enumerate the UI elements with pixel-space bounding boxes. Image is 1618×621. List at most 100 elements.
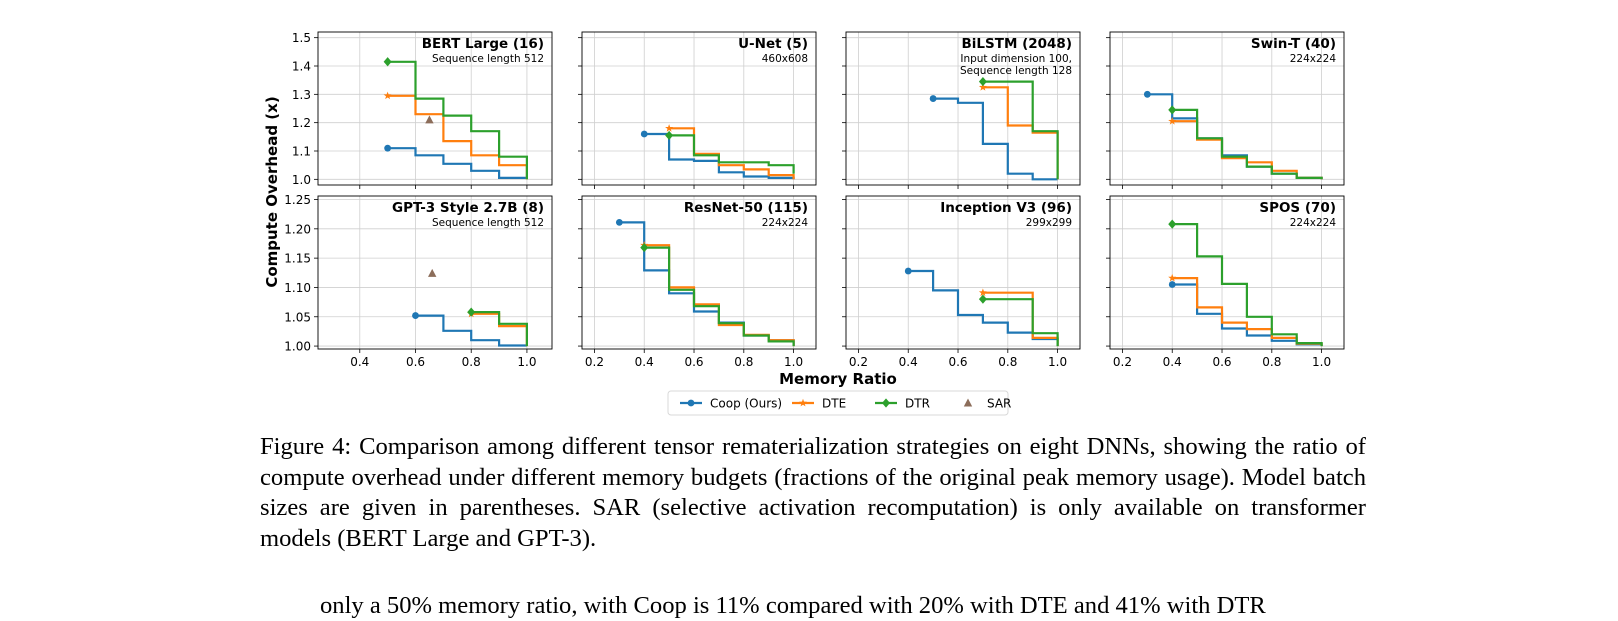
legend-label: SAR — [987, 397, 1011, 411]
subplot-title: SPOS (70) — [1259, 200, 1336, 216]
legend: Coop (Ours) DTE DTR SAR — [667, 390, 1011, 416]
point-dte — [383, 91, 392, 100]
subplot-5: 0.4 0.6 0.8 1.0 1.00 1.05 1.10 1.15 1.20 1.25 GPT-… — [284, 193, 553, 369]
series-line-dtr — [1172, 223, 1323, 347]
subplot-subtitle: Input dimension 100, — [960, 53, 1072, 65]
point-dte — [978, 288, 987, 297]
subplot-title: U-Net (5) — [738, 36, 808, 52]
subplot-subtitle: Sequence length 512 — [432, 217, 544, 229]
point-coop-ours — [904, 267, 912, 275]
legend-marker-dtr — [882, 398, 890, 408]
y-tick-label: 1.00 — [284, 340, 311, 354]
axes-frame — [581, 195, 817, 350]
legend-label: DTR — [905, 397, 930, 411]
axes-frame — [845, 31, 1081, 186]
x-tick-label: 0.8 — [1262, 355, 1281, 369]
plot-area — [846, 32, 1080, 185]
axes-frame — [317, 31, 553, 186]
y-tick-label: 1.1 — [292, 145, 311, 159]
x-tick-label: 0.4 — [350, 355, 369, 369]
x-axis-label: Memory Ratio — [779, 370, 897, 388]
y-axis-label: Compute Overhead (x) — [263, 96, 281, 287]
figure-caption: Figure 4: Comparison among different ten… — [260, 432, 1366, 554]
subplot-subtitle: 224x224 — [762, 217, 809, 229]
x-tick-label: 1.0 — [784, 355, 803, 369]
subplot-subtitle: 224x224 — [1290, 53, 1337, 65]
x-tick-label: 0.2 — [1113, 355, 1132, 369]
figure-4: 1.0 1.1 1.2 1.3 1.4 1.5 BERT Large (16) Sequenc… — [263, 31, 1345, 416]
point-coop-ours — [615, 218, 623, 226]
plot-area — [318, 32, 552, 185]
series-line-dtr — [471, 311, 528, 347]
subplot-3: BiLSTM (2048)Input dimension 100,Sequenc… — [842, 31, 1081, 189]
y-tick-label: 1.5 — [292, 31, 311, 45]
point-sar — [428, 268, 437, 277]
x-tick-label: 0.2 — [585, 355, 604, 369]
x-tick-label: 0.4 — [1163, 355, 1182, 369]
axes-frame — [1109, 195, 1345, 350]
y-tick-label: 1.2 — [292, 116, 311, 130]
point-dtr — [1168, 105, 1177, 115]
legend-item-coop-ours: Coop (Ours) — [680, 397, 782, 411]
y-tick-label: 1.15 — [284, 252, 311, 266]
y-tick-label: 1.25 — [284, 193, 311, 207]
x-tick-label: 0.6 — [406, 355, 425, 369]
point-dtr — [978, 76, 987, 87]
x-tick-label: 0.8 — [998, 355, 1017, 369]
subplot-7: 0.2 0.4 0.6 0.8 1.0 Inception V3 (96)299x299 — [842, 195, 1081, 369]
y-tick-label: 1.10 — [284, 281, 311, 295]
point-dte — [665, 124, 674, 132]
plot-area — [1110, 32, 1344, 185]
point-coop-ours — [1143, 90, 1151, 98]
x-tick-label: 1.0 — [1048, 355, 1067, 369]
point-dtr — [640, 242, 649, 253]
subplot-title: Inception V3 (96) — [940, 200, 1072, 216]
axes-frame — [1109, 31, 1345, 186]
subplot-8: 0.2 0.4 0.6 0.8 1.0 SPOS (70)224x224 — [1106, 195, 1345, 369]
x-tick-label: 0.4 — [899, 355, 918, 369]
x-tick-label: 0.6 — [684, 355, 703, 369]
legend-marker-sar — [963, 398, 973, 407]
subplot-title: BERT Large (16) — [422, 36, 544, 52]
point-coop-ours — [1168, 281, 1176, 288]
subplot-title: BiLSTM (2048) — [962, 36, 1073, 52]
point-coop-ours — [412, 312, 419, 319]
subplot-subtitle: 224x224 — [1290, 217, 1337, 229]
y-tick-label: 1.3 — [292, 88, 311, 102]
legend-frame — [667, 390, 1009, 416]
point-coop-ours — [384, 144, 392, 152]
series-line-coop-ours — [933, 97, 1058, 181]
subplot-title: GPT-3 Style 2.7B (8) — [392, 200, 544, 216]
figure-caption-text: Comparison among different tensor remate… — [260, 433, 1366, 552]
subplot-2: U-Net (5)460x608 — [578, 31, 817, 189]
plot-area — [846, 196, 1080, 349]
following-body-text: only a 50% memory ratio, with Coop is 11… — [320, 592, 1266, 619]
legend-marker-dte — [799, 398, 807, 407]
series-line-dtr — [669, 134, 795, 174]
point-dtr — [978, 294, 987, 304]
y-tick-label: 1.05 — [284, 310, 311, 324]
point-dte — [978, 83, 987, 91]
x-tick-label: 0.8 — [462, 355, 481, 369]
subplot-subtitle: 460x608 — [762, 53, 808, 65]
figure-caption-label: Figure 4: — [260, 433, 352, 460]
point-coop-ours — [929, 95, 937, 102]
point-sar — [425, 115, 434, 124]
axes-frame — [845, 195, 1081, 350]
series-line-coop-ours — [387, 147, 527, 179]
legend-item-dtr: DTR — [875, 397, 930, 411]
point-dtr — [665, 130, 674, 141]
legend-item-dte: DTE — [792, 397, 846, 411]
subplot-subtitle: 299x299 — [1026, 217, 1072, 229]
axes-frame — [317, 195, 553, 350]
series-line-coop-ours — [644, 132, 795, 180]
y-tick-label: 1.4 — [292, 60, 311, 74]
x-tick-label: 0.4 — [635, 355, 654, 369]
x-tick-label: 0.2 — [849, 355, 868, 369]
legend-marker-coop-ours — [687, 399, 695, 407]
series-line-dtr — [1172, 108, 1323, 180]
x-tick-label: 0.6 — [1212, 355, 1231, 369]
axes-frame — [581, 31, 817, 186]
x-tick-label: 1.0 — [1312, 355, 1331, 369]
series-line-dtr — [982, 80, 1059, 180]
